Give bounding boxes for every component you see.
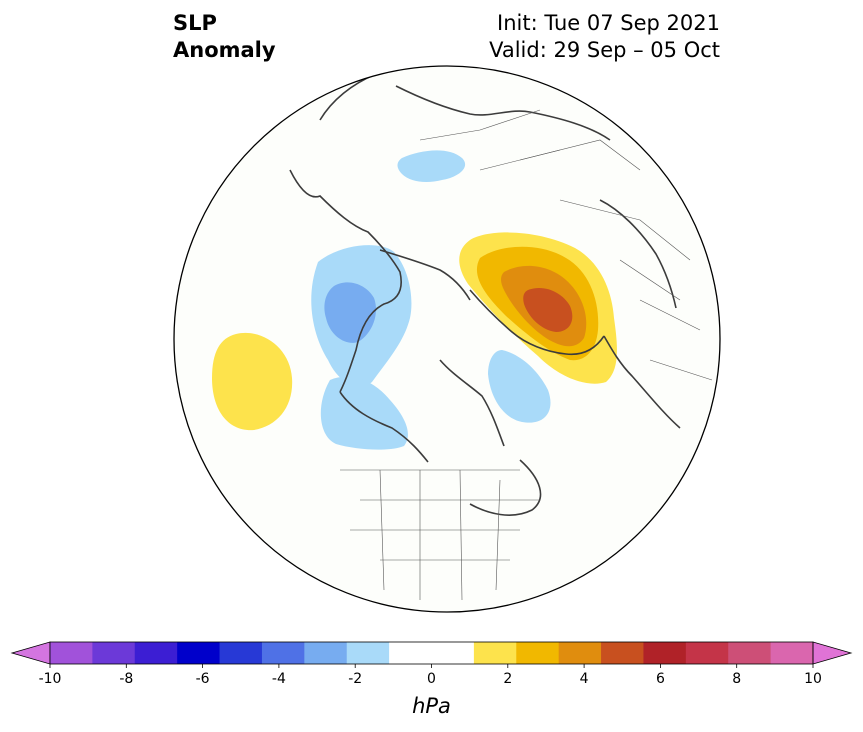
title-left-line-2: Anomaly (173, 38, 276, 62)
valid-range-label: Valid: 29 Sep – 05 Oct (489, 38, 720, 62)
chart-title-right: Init: Tue 07 Sep 2021 Valid: 29 Sep – 05… (489, 10, 720, 64)
map-boundary (173, 65, 721, 613)
colorbar-segment (346, 642, 390, 664)
negative-anomaly-greenland-sea (488, 350, 551, 423)
colorbar-tick-label: 10 (804, 671, 822, 687)
colorbar-tick-label: -8 (119, 671, 133, 687)
colorbar-ticks: -10 -8 -6 -4 -2 0 2 4 6 8 10 (39, 664, 822, 687)
colorbar-segment (685, 642, 729, 664)
colorbar-tick-label: 2 (503, 671, 512, 687)
colorbar-unit-label: hPa (412, 694, 451, 718)
colorbar-tick-label: -6 (196, 671, 210, 687)
colorbar-tick-label: -10 (39, 671, 62, 687)
polar-map (173, 65, 721, 613)
colorbar-segment (304, 642, 348, 664)
colorbar-tick-label: -2 (348, 671, 362, 687)
colorbar-tick-label: -4 (272, 671, 286, 687)
colorbar-segment (473, 642, 517, 664)
colorbar-segment (643, 642, 687, 664)
colorbar-segment (389, 642, 432, 664)
colorbar-segment (558, 642, 602, 664)
colorbar-tick-label: 0 (427, 671, 436, 687)
negative-anomaly-siberia (397, 150, 466, 182)
title-left-line-1: SLP (173, 11, 217, 35)
colorbar-segment (177, 642, 221, 664)
colorbar-segment (728, 642, 772, 664)
colorbar-segment (261, 642, 305, 664)
colorbar-segment (770, 642, 814, 664)
colorbar-segment (219, 642, 263, 664)
colorbar-segment (50, 642, 93, 664)
coastlines (289, 73, 681, 516)
colorbar-segments (10, 641, 853, 665)
colorbar-extend-max (812, 641, 853, 665)
colorbar-segment (431, 642, 475, 664)
positive-anomaly-north-pacific (212, 332, 293, 431)
colorbar-extend-min (10, 641, 51, 665)
init-date-label: Init: Tue 07 Sep 2021 (497, 11, 720, 35)
colorbar-tick-label: 8 (732, 671, 741, 687)
anomaly-shading (212, 150, 617, 450)
colorbar-segment (134, 642, 178, 664)
positive-anomaly-scandinavia-core (523, 287, 573, 332)
colorbar-tick-label: 4 (580, 671, 589, 687)
chart-title-left: SLP Anomaly (173, 10, 276, 64)
colorbar-segment (92, 642, 136, 664)
colorbar-segment (601, 642, 644, 664)
colorbar: -10 -8 -6 -4 -2 0 2 4 6 8 10 (10, 641, 853, 687)
colorbar-tick-label: 6 (656, 671, 665, 687)
colorbar-segment (516, 642, 560, 664)
borders (340, 109, 713, 601)
